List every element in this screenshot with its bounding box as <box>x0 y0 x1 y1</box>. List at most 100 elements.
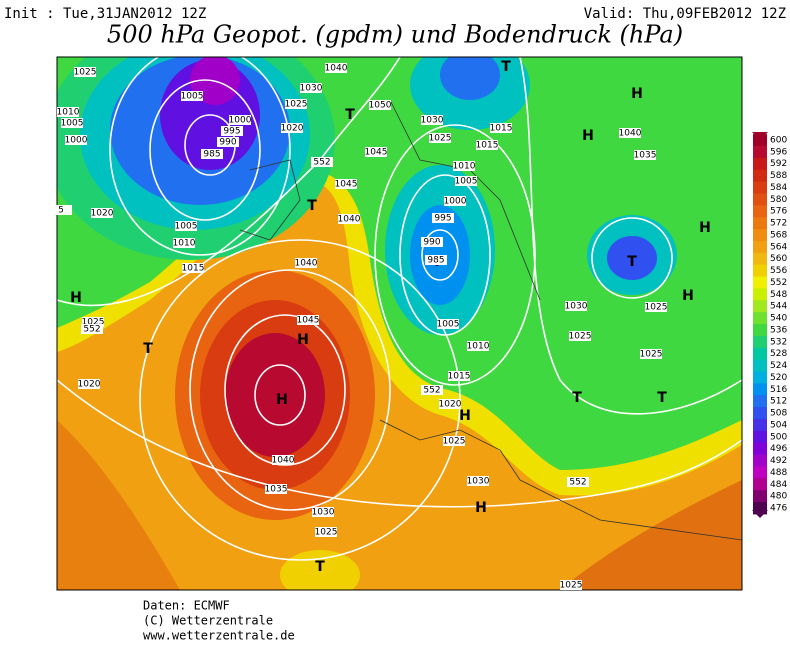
colorbar-swatch <box>753 217 767 230</box>
colorbar-label: 580 <box>770 195 787 205</box>
colorbar-label: 528 <box>770 349 787 359</box>
colorbar-swatch <box>753 288 767 301</box>
colorbar-label: 596 <box>770 147 787 157</box>
colorbar-swatch <box>753 395 767 408</box>
label-box <box>569 331 591 341</box>
pressure-center: T <box>143 341 153 357</box>
colorbar-swatch <box>753 300 767 313</box>
pressure-center: H <box>297 332 309 348</box>
isobar-label: 1025 <box>429 134 452 144</box>
label-box <box>439 399 461 409</box>
isobar-label: 1000 <box>229 116 252 126</box>
colorbar-label: 492 <box>770 456 787 466</box>
isobar-label: 995 <box>223 127 240 137</box>
isobar-label: 1005 <box>175 222 198 232</box>
isobar-label: 1045 <box>335 180 358 190</box>
isobar-label: 1010 <box>467 342 490 352</box>
isobar-label: 1005 <box>61 119 84 129</box>
label-box <box>57 107 79 117</box>
label-box <box>335 179 357 189</box>
colorbar-swatch <box>753 383 767 396</box>
isobar-label: 1025 <box>569 332 592 342</box>
label-box <box>429 133 451 143</box>
colorbar-swatch <box>753 359 767 372</box>
isobar-label: 1025 <box>640 350 663 360</box>
colorbar-label: 564 <box>770 242 787 252</box>
colorbar-swatch <box>753 145 767 159</box>
colorbar-swatch <box>753 324 767 337</box>
colorbar-label: 560 <box>770 254 787 264</box>
valid-time: Valid: Thu,09FEB2012 12Z <box>584 6 786 22</box>
label-box <box>421 237 443 247</box>
isobar-label: 990 <box>423 238 440 248</box>
colorbar-swatch <box>753 276 767 289</box>
isobar-label: 1015 <box>476 141 499 151</box>
colorbar-label: 496 <box>770 444 787 454</box>
label-box <box>467 476 489 486</box>
label-box <box>315 527 337 537</box>
colorbar-swatch <box>753 490 767 503</box>
colorbar-label: 512 <box>770 397 787 407</box>
colorbar-swatch <box>753 264 767 278</box>
colorbar-swatch <box>753 502 767 515</box>
colorbar-label: 588 <box>770 171 787 181</box>
isobar-label: 1040 <box>295 259 318 269</box>
isobar-label: 1040 <box>325 64 348 74</box>
pressure-center: T <box>345 107 355 123</box>
label-box <box>300 83 322 93</box>
isobar-label: 552 <box>423 386 440 396</box>
pressure-center: H <box>682 288 694 304</box>
isobar-label: 1040 <box>619 129 642 139</box>
colorbar-label: 572 <box>770 219 787 229</box>
pressure-center: H <box>631 86 643 102</box>
label-box <box>432 213 454 223</box>
label-box <box>640 349 662 359</box>
label-box <box>567 477 589 487</box>
label-box <box>338 214 360 224</box>
isobar-label: 1020 <box>91 209 114 219</box>
label-box <box>297 315 319 325</box>
colorbar-swatch <box>753 347 767 361</box>
label-box <box>74 67 96 77</box>
label-box <box>61 118 83 128</box>
footer-line: (C) Wetterzentrale <box>143 614 273 628</box>
label-box <box>467 341 489 351</box>
label-box <box>217 137 239 147</box>
colorbar-label: 556 <box>770 266 787 276</box>
label-box <box>221 126 243 136</box>
colorbar-label: 592 <box>770 159 787 169</box>
colorbar-label: 480 <box>770 492 787 502</box>
isobar-label: 1045 <box>365 148 388 158</box>
pressure-center: T <box>627 254 637 270</box>
label-box <box>453 161 475 171</box>
label-box <box>421 385 443 395</box>
isobar-label: 1005 <box>181 92 204 102</box>
colorbar-label: 536 <box>770 325 787 335</box>
colorbar-label: 516 <box>770 385 787 395</box>
colorbar-swatch <box>753 442 767 456</box>
label-box <box>281 123 303 133</box>
label-box <box>365 147 387 157</box>
colorbar-label: 548 <box>770 290 787 300</box>
isobar-label: 1005 <box>437 320 460 330</box>
colorbar-swatch <box>753 371 767 384</box>
label-box <box>65 135 87 145</box>
isobar-label: 1025 <box>315 528 338 538</box>
label-box <box>78 379 100 389</box>
colorbar-swatch <box>753 430 767 444</box>
colorbar-label: 504 <box>770 420 787 430</box>
isobar-label: 1030 <box>565 302 588 312</box>
isobar-label: 1015 <box>448 372 471 382</box>
map-title: 500 hPa Geopot. (gpdm) und Bodendruck (h… <box>107 21 683 49</box>
colorbar-swatch <box>753 240 767 254</box>
colorbar-swatch <box>753 466 767 479</box>
colorbar-label: 600 <box>770 136 787 146</box>
isobar-label: 1025 <box>645 303 668 313</box>
pressure-center: H <box>70 290 82 306</box>
isobar-label: 1030 <box>300 84 323 94</box>
colorbar-label: 476 <box>770 504 787 514</box>
colorbar-label: 484 <box>770 480 787 490</box>
colorbar-swatch <box>753 205 767 218</box>
